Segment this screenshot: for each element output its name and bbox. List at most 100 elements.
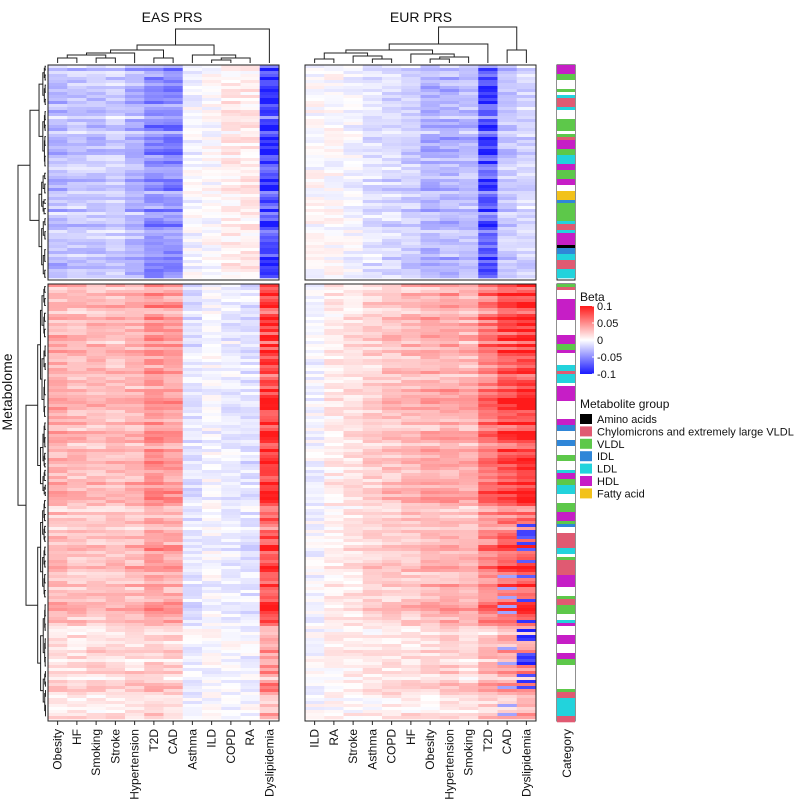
heatmap-cell <box>163 425 184 429</box>
heatmap-cell <box>221 686 241 690</box>
heatmap-cell <box>202 425 222 429</box>
heatmap-cell <box>105 686 126 690</box>
heatmap-cell <box>459 485 479 489</box>
heatmap-cell <box>343 191 364 195</box>
heatmap-cell <box>439 329 460 333</box>
heatmap-cell <box>105 497 126 501</box>
heatmap-cell <box>48 629 68 633</box>
heatmap-cell <box>382 584 402 588</box>
heatmap-cell <box>401 158 421 162</box>
heatmap-cell <box>202 458 222 462</box>
heatmap-cell <box>163 542 184 546</box>
heatmap-cell <box>305 440 325 444</box>
heatmap-cell <box>67 260 87 264</box>
heatmap-cell <box>86 197 107 201</box>
heatmap-cell <box>259 296 280 300</box>
heatmap-cell <box>182 341 203 345</box>
heatmap-cell <box>125 212 145 216</box>
heatmap-cell <box>382 392 402 396</box>
heatmap-cell <box>259 419 280 423</box>
heatmap-cell <box>67 611 87 615</box>
heatmap-cell <box>163 275 184 279</box>
heatmap-cell <box>382 527 402 531</box>
heatmap-cell <box>221 449 241 453</box>
heatmap-cell <box>478 527 498 531</box>
heatmap-cell <box>86 506 107 510</box>
heatmap-cell <box>324 83 344 87</box>
heatmap-cell <box>362 551 383 555</box>
heatmap-cell <box>324 356 344 360</box>
heatmap-cell <box>48 227 68 231</box>
heatmap-cell <box>343 356 364 360</box>
heatmap-cell <box>240 638 261 642</box>
heatmap-cell <box>343 146 364 150</box>
heatmap-cell <box>125 257 145 261</box>
heatmap-cell <box>105 269 126 273</box>
heatmap-cell <box>305 191 325 195</box>
heatmap-cell <box>382 182 402 186</box>
heatmap-cell <box>182 542 203 546</box>
heatmap-cell <box>259 428 280 432</box>
heatmap-cell <box>362 542 383 546</box>
heatmap-cell <box>305 296 325 300</box>
heatmap-cell <box>221 179 241 183</box>
heatmap-cell <box>202 203 222 207</box>
heatmap-cell <box>67 515 87 519</box>
heatmap-cell <box>240 86 261 90</box>
heatmap-cell <box>478 350 498 354</box>
heatmap-cell <box>420 527 441 531</box>
heatmap-cell <box>202 593 222 597</box>
heatmap-cell <box>221 683 241 687</box>
heatmap-cell <box>221 608 241 612</box>
heatmap-cell <box>516 185 537 189</box>
heatmap-cell <box>497 230 518 234</box>
heatmap-cell <box>144 191 164 195</box>
heatmap-cell <box>221 131 241 135</box>
heatmap-cell <box>240 698 261 702</box>
heatmap-cell <box>324 452 344 456</box>
heatmap-cell <box>382 263 402 267</box>
heatmap-cell <box>125 521 145 525</box>
heatmap-cell <box>221 335 241 339</box>
heatmap-cell <box>48 164 68 168</box>
heatmap-cell <box>343 536 364 540</box>
heatmap-cell <box>240 590 261 594</box>
heatmap-cell <box>439 494 460 498</box>
heatmap-cell <box>86 191 107 195</box>
heatmap-cell <box>420 359 441 363</box>
heatmap-cell <box>305 149 325 153</box>
heatmap-cell <box>163 350 184 354</box>
heatmap-cell <box>221 155 241 159</box>
heatmap-cell <box>259 452 280 456</box>
heatmap-cell <box>305 329 325 333</box>
heatmap-cell <box>86 305 107 309</box>
heatmap-cell <box>362 455 383 459</box>
heatmap-cell <box>420 395 441 399</box>
heatmap-cell <box>343 200 364 204</box>
heatmap-cell <box>382 248 402 252</box>
heatmap-cell <box>420 611 441 615</box>
heatmap-cell <box>382 260 402 264</box>
heatmap-cell <box>67 164 87 168</box>
heatmap-cell <box>182 440 203 444</box>
heatmap-cell <box>125 176 145 180</box>
heatmap-cell <box>478 128 498 132</box>
heatmap-cell <box>343 443 364 447</box>
heatmap-cell <box>125 377 145 381</box>
heatmap-cell <box>459 413 479 417</box>
heatmap-cell <box>163 170 184 174</box>
heatmap-cell <box>240 311 261 315</box>
heatmap-cell <box>105 116 126 120</box>
heatmap-cell <box>259 83 280 87</box>
heatmap-cell <box>305 383 325 387</box>
heatmap-cell <box>478 551 498 555</box>
heatmap-cell <box>343 440 364 444</box>
heatmap-cell <box>324 512 344 516</box>
heatmap-cell <box>48 290 68 294</box>
heatmap-cell <box>86 524 107 528</box>
heatmap-cell <box>259 476 280 480</box>
heatmap-cell <box>420 152 441 156</box>
heatmap-cell <box>459 206 479 210</box>
heatmap-cell <box>459 152 479 156</box>
heatmap-cell <box>202 341 222 345</box>
